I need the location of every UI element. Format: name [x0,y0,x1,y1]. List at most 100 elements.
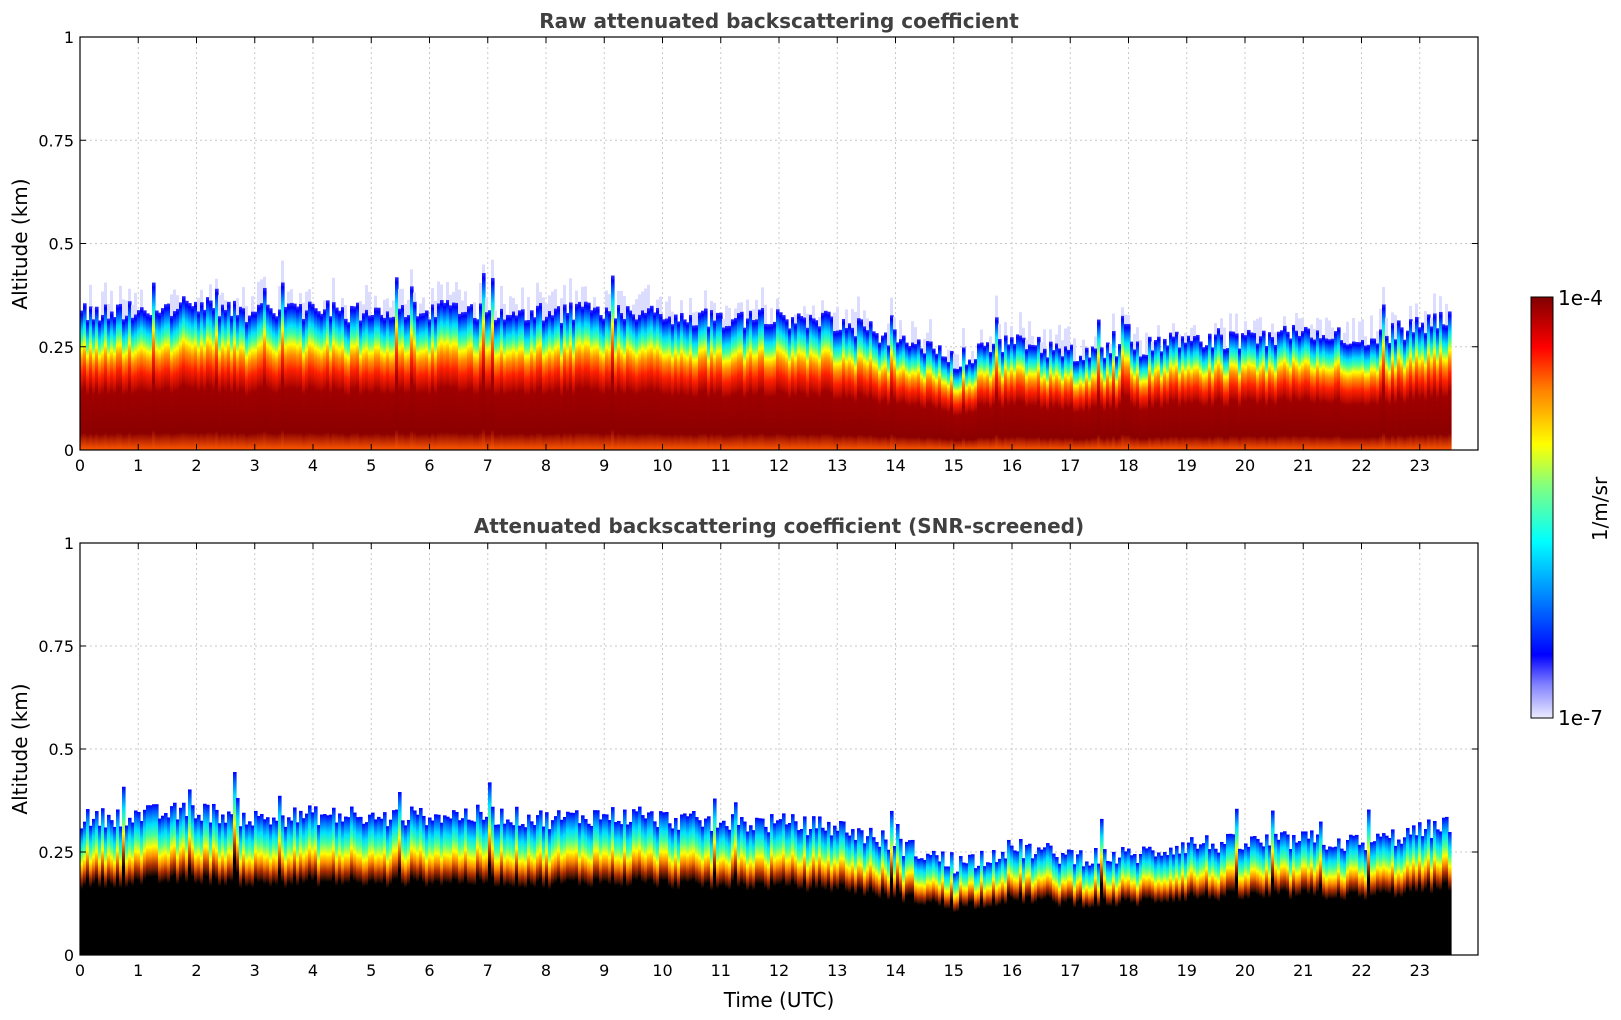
heatmap-column [401,304,405,450]
heatmap-column [743,327,747,450]
heatmap-column [143,809,147,955]
heatmap-column [1316,330,1320,450]
heatmap-column [1346,344,1350,450]
heatmap-column [536,305,540,450]
heatmap-column [698,312,702,450]
x-tick-label: 14 [885,961,905,980]
heatmap-column [983,345,987,450]
heatmap-column [629,821,633,955]
heatmap-column [1004,858,1008,955]
heatmap-column [1163,338,1167,450]
x-axis-label: Time (UTC) [723,988,835,1012]
heatmap-haze [998,324,1001,339]
heatmap-haze [1094,336,1097,349]
heatmap-column [200,302,204,450]
heatmap-haze [638,294,641,315]
backscatter-heatmap [80,259,1452,450]
heatmap-column [83,821,87,955]
heatmap-haze [485,297,488,313]
heatmap-column [263,287,267,450]
heatmap-column [293,807,297,955]
heatmap-column [590,825,594,955]
heatmap-column [812,318,816,450]
heatmap-column [1247,329,1251,450]
heatmap-column [1256,343,1260,450]
heatmap-column [1133,349,1137,450]
heatmap-column [1067,349,1071,450]
heatmap-column [188,303,192,450]
heatmap-column [1136,863,1140,955]
heatmap-column [650,305,654,450]
heatmap-column [1433,313,1437,450]
heatmap-column [860,830,864,955]
heatmap-column [734,317,738,450]
heatmap-column [989,351,993,450]
heatmap-column [1274,833,1278,955]
heatmap-column [1082,359,1086,450]
heatmap-column [1322,334,1326,450]
heatmap-column [1088,357,1092,450]
heatmap-haze [770,308,773,324]
heatmap-column [455,811,459,955]
heatmap-column [800,315,804,450]
heatmap-haze [1112,313,1115,331]
heatmap-haze [200,289,203,303]
heatmap-column [1055,343,1059,450]
x-tick-label: 5 [366,961,376,980]
panel-title: Raw attenuated backscattering coefficien… [539,9,1019,33]
heatmap-column [755,817,759,955]
heatmap-column [632,314,636,450]
heatmap-column [1394,845,1398,955]
heatmap-column [308,805,312,955]
heatmap-column [1253,332,1257,450]
heatmap-column [851,327,855,450]
heatmap-column [206,804,210,955]
heatmap-column [701,310,705,450]
heatmap-column [185,300,189,450]
heatmap-column [686,816,690,955]
heatmap-column [239,826,243,955]
heatmap-haze [1358,321,1361,343]
heatmap-haze [281,260,284,283]
heatmap-column [1217,852,1221,955]
heatmap-column [452,810,456,955]
heatmap-column [812,816,816,955]
heatmap-column [1070,850,1074,955]
heatmap-column [620,824,624,955]
heatmap-column [1079,850,1083,955]
heatmap-column [911,839,915,955]
heatmap-column [290,820,294,955]
heatmap-column [212,803,216,955]
heatmap-column [791,317,795,450]
heatmap-column [218,823,222,955]
heatmap-column [323,309,327,450]
colorbar-scale [1530,296,1554,719]
heatmap-column [92,818,96,955]
heatmap-column [1097,319,1101,450]
heatmap-haze [1058,324,1061,349]
x-tick-label: 13 [827,961,847,980]
heatmap-column [551,315,555,450]
heatmap-column [878,846,882,955]
heatmap-column [746,318,750,450]
heatmap-haze [803,306,806,318]
x-tick-label: 16 [1002,456,1022,475]
heatmap-column [461,818,465,955]
heatmap-column [845,327,849,450]
heatmap-column [794,323,798,450]
heatmap-column [1016,334,1020,450]
heatmap-column [536,815,540,955]
heatmap-column [1151,350,1155,450]
heatmap-haze [413,292,416,302]
x-tick-label: 23 [1410,961,1430,980]
heatmap-haze [359,301,362,321]
x-tick-label: 18 [1118,456,1138,475]
heatmap-column [101,314,105,450]
heatmap-column [863,843,867,955]
heatmap-column [674,818,678,955]
heatmap-column [728,829,732,955]
heatmap-column [596,306,600,450]
heatmap-column [707,816,711,955]
heatmap-column [716,827,720,955]
heatmap-column [1034,854,1038,955]
